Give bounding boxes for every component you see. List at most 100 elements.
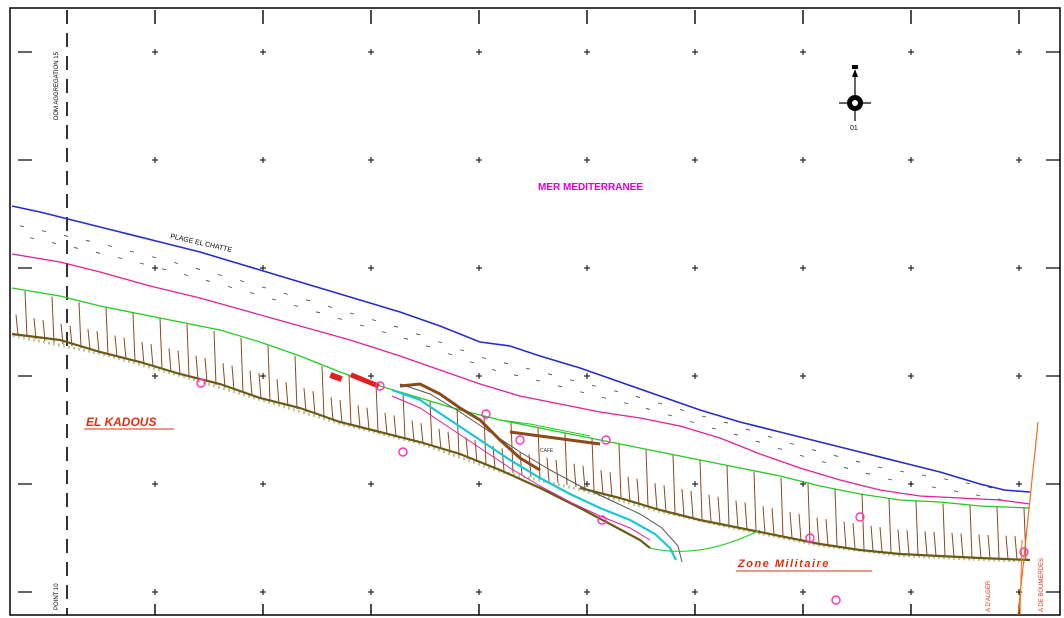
north-arrow-icon [839,65,871,121]
slope-hatch-line [159,318,163,370]
slope-hatch-line [690,490,694,518]
slope-hatch-line [987,534,991,559]
grid-cross [152,157,158,163]
small-structure-label: CAFE [540,448,554,454]
slope-hatch-line [132,312,136,362]
slope-hatch-line [618,444,622,500]
slope-hatch-line [672,454,676,514]
slope-hatch-line [393,415,397,437]
slope-hatch-line [816,517,820,544]
slope-hatch-line [438,428,442,450]
slope-hatch-line [294,355,298,410]
grid-cross [1016,157,1022,163]
grid-cross [800,49,806,55]
grid-cross [476,481,482,487]
survey-marker [481,409,491,419]
survey-marker [597,515,607,525]
grid-cross [800,265,806,271]
sand-dash [217,274,233,288]
slope-hatch-line [96,331,100,352]
slope-hatch-line [636,478,640,505]
zone-label: Zone Militaire [737,558,830,570]
slope-hatch-line [204,358,208,383]
green-top-of-slope-line [11,287,1031,509]
grid-cross [584,157,590,163]
slope-hatch-line [582,465,586,490]
sand-dash [503,362,519,377]
sand-dash [371,319,387,333]
survey-marker [831,595,841,605]
slope-hatch-line [735,500,739,528]
slope-hatch-line [762,506,766,534]
grid-cross [692,265,698,271]
sand-dash [41,230,57,244]
survey-marker [601,435,611,445]
coordinate-grid [152,49,1022,595]
slope-hatch-line [177,350,181,375]
grid-cross [584,589,590,595]
slope-hatch-line [825,519,829,546]
grid-cross [260,373,266,379]
sand-dash [19,225,35,240]
grid-cross [476,157,482,163]
sand-dash [437,341,453,356]
slope-hatch-line [978,534,982,559]
slope-hatch-line [51,296,55,343]
slope-hatch-line [114,335,118,357]
access-road [391,388,677,561]
slope-hatch-line [870,525,874,551]
slope-hatch-line [105,307,109,355]
slope-hatch-line [600,470,604,495]
slope-hatch-line [186,324,190,377]
grid-cross [800,157,806,163]
sand-dash [569,379,585,394]
survey-marker [196,378,206,388]
grid-cross [584,49,590,55]
sand-dash [283,292,299,307]
left-vertical-label-top: DOM AGGREGATION 15 [54,51,60,120]
red-structure-2 [349,372,380,389]
sand-dash [459,349,475,364]
slope-hatch-line [726,465,730,526]
slope-hatch-line [420,423,424,444]
slope-hatch-line [474,440,478,462]
slope-hatch-line [33,318,37,339]
sand-dash [525,367,541,382]
grid-cross [260,157,266,163]
right-vertical-label-1: A D'ALGER [986,580,992,612]
grid-cross [692,481,698,487]
red-structure-1 [329,372,343,382]
sand-dash [305,299,321,314]
access-road-edge-2 [399,383,683,563]
beach-sand-pattern [19,225,1025,504]
sand-dash [481,357,497,371]
slope-hatch-line [861,493,865,550]
slope-hatch-line [708,494,712,522]
slope-hatch-line [996,506,1000,559]
grid-cross [368,49,374,55]
slope-hatch-line [564,433,568,486]
sand-dash [877,466,893,481]
sand-dash [635,396,651,410]
slope-hatch-line [411,420,415,441]
slope-hatch-line [240,337,244,393]
slope-hatch-line [798,513,802,541]
north-arrow-number: 01 [850,125,858,132]
left-vertical-label-bottom: POINT 10 [54,583,60,610]
slope-hatch-line [843,521,847,548]
sand-dash [327,306,343,320]
grid-cross [152,265,158,271]
slope-hatch-line [339,400,343,423]
slope-hatch-line [465,437,469,459]
slope-hatch-line [330,397,334,420]
grid-cross [476,49,482,55]
slope-hatch-line [195,355,199,380]
slope-hatch-line [852,523,856,549]
sand-dash [789,442,805,457]
grid-cross [908,373,914,379]
sand-dash [63,235,79,249]
slope-hatch-line [681,488,685,516]
grid-cross [908,265,914,271]
slope-hatch-line [1005,535,1009,560]
